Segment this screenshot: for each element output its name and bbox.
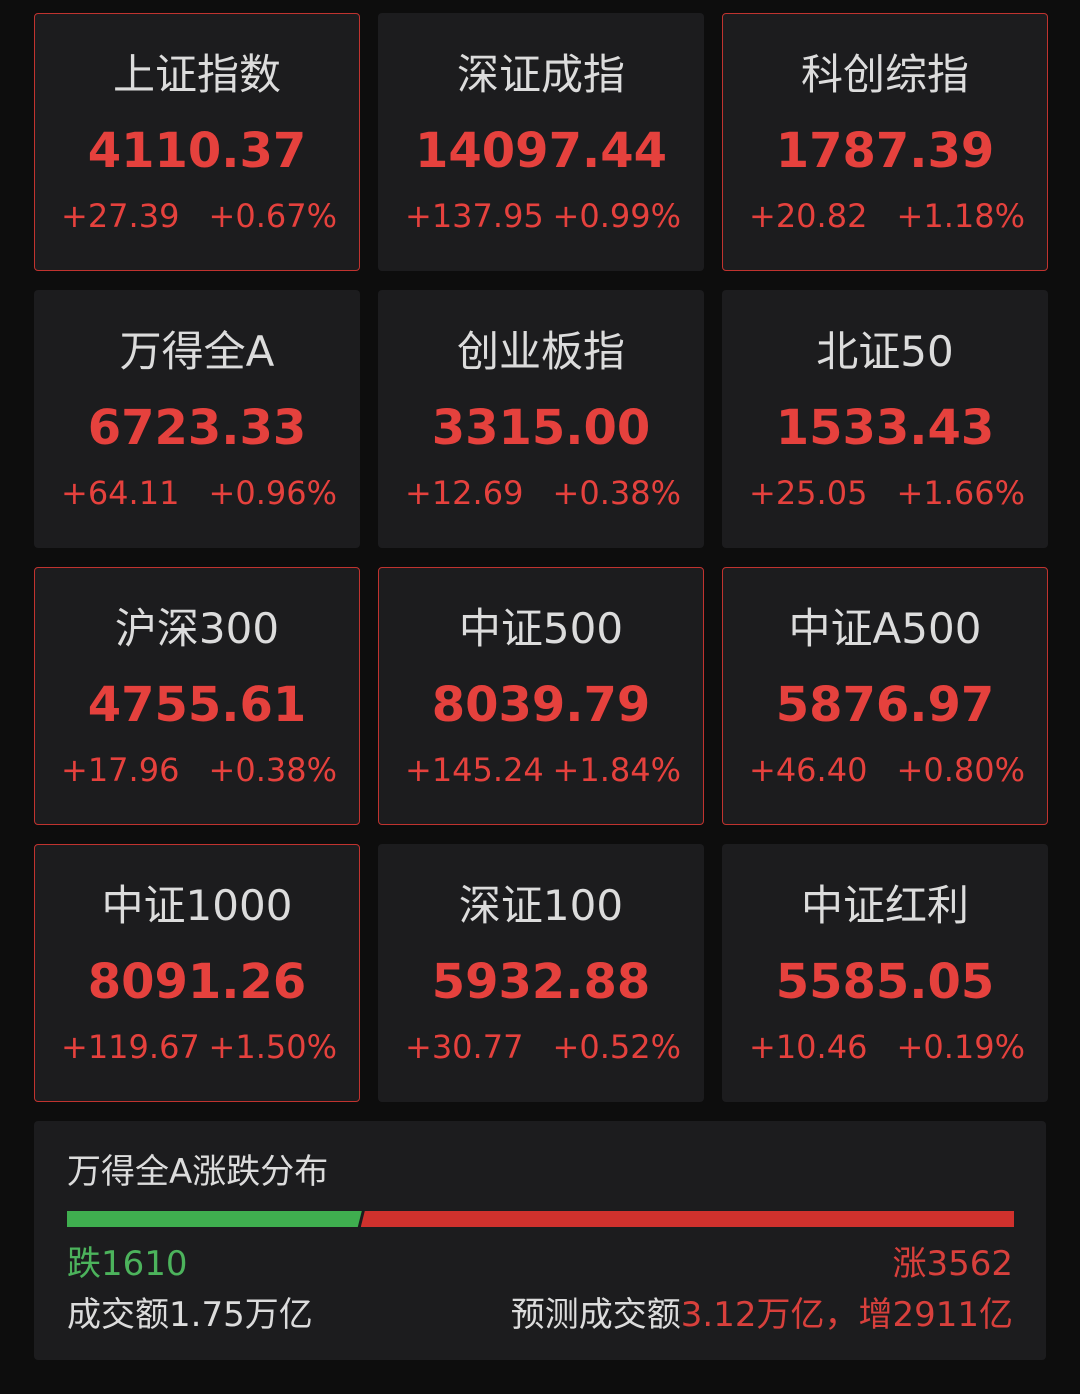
down-count: 跌1610 bbox=[67, 1244, 188, 1284]
index-change: +64.11 bbox=[61, 474, 180, 512]
index-price: 5876.97 bbox=[775, 677, 995, 733]
index-card[interactable]: 深证成指 14097.44 +137.95 +0.99% bbox=[378, 13, 704, 271]
index-price: 1533.43 bbox=[775, 400, 995, 456]
index-name: 北证50 bbox=[816, 327, 954, 376]
breadth-title: 万得全A涨跌分布 bbox=[67, 1152, 329, 1192]
index-card[interactable]: 中证1000 8091.26 +119.67 +1.50% bbox=[34, 844, 360, 1102]
index-name: 万得全A bbox=[119, 327, 275, 376]
index-change: +30.77 bbox=[405, 1028, 524, 1066]
index-card[interactable]: 中证500 8039.79 +145.24 +1.84% bbox=[378, 567, 704, 825]
index-change: +20.82 bbox=[749, 197, 868, 235]
index-change: +12.69 bbox=[405, 474, 524, 512]
index-price: 1787.39 bbox=[775, 123, 995, 179]
index-name: 中证A500 bbox=[788, 604, 982, 653]
breadth-bar bbox=[67, 1211, 1014, 1227]
index-card[interactable]: 创业板指 3315.00 +12.69 +0.38% bbox=[378, 290, 704, 548]
forecast-label: 预测成交额 bbox=[510, 1295, 681, 1335]
up-bar bbox=[360, 1211, 1014, 1227]
index-percent: +1.18% bbox=[896, 197, 1025, 235]
index-price: 6723.33 bbox=[87, 400, 307, 456]
index-price: 5585.05 bbox=[775, 954, 995, 1010]
index-change: +25.05 bbox=[749, 474, 868, 512]
index-card[interactable]: 上证指数 4110.37 +27.39 +0.67% bbox=[34, 13, 360, 271]
index-price: 4110.37 bbox=[87, 123, 307, 179]
index-change: +17.96 bbox=[61, 751, 180, 789]
index-percent: +0.38% bbox=[208, 751, 337, 789]
forecast-turnover: 预测成交额3.12万亿，增2911亿 bbox=[511, 1298, 1013, 1332]
index-card[interactable]: 北证50 1533.43 +25.05 +1.66% bbox=[722, 290, 1048, 548]
index-percent: +0.80% bbox=[896, 751, 1025, 789]
index-grid: 上证指数 4110.37 +27.39 +0.67% 深证成指 14097.44 +… bbox=[34, 13, 1048, 1102]
index-name: 中证500 bbox=[458, 604, 624, 653]
down-bar bbox=[67, 1211, 362, 1227]
index-name: 科创综指 bbox=[800, 50, 969, 99]
index-name: 中证1000 bbox=[101, 881, 293, 930]
index-percent: +0.99% bbox=[552, 197, 681, 235]
breadth-panel: 万得全A涨跌分布 跌1610 涨3562 成交额1.75万亿 预测成交额3.12… bbox=[34, 1121, 1046, 1360]
index-percent: +0.67% bbox=[208, 197, 337, 235]
index-percent: +1.50% bbox=[208, 1028, 337, 1066]
index-percent: +0.96% bbox=[208, 474, 337, 512]
index-change: +145.24 bbox=[405, 751, 544, 789]
index-change: +119.67 bbox=[61, 1028, 200, 1066]
index-percent: +0.19% bbox=[896, 1028, 1025, 1066]
index-name: 深证成指 bbox=[456, 50, 625, 99]
turnover: 成交额1.75万亿 bbox=[67, 1295, 313, 1335]
index-price: 3315.00 bbox=[431, 400, 651, 456]
index-price: 14097.44 bbox=[414, 123, 668, 179]
index-price: 5932.88 bbox=[431, 954, 651, 1010]
index-percent: +0.52% bbox=[552, 1028, 681, 1066]
index-name: 上证指数 bbox=[112, 50, 281, 99]
index-change: +46.40 bbox=[749, 751, 868, 789]
index-percent: +1.84% bbox=[552, 751, 681, 789]
index-card[interactable]: 万得全A 6723.33 +64.11 +0.96% bbox=[34, 290, 360, 548]
index-name: 创业板指 bbox=[456, 327, 625, 376]
index-card[interactable]: 中证红利 5585.05 +10.46 +0.19% bbox=[722, 844, 1048, 1102]
index-percent: +1.66% bbox=[896, 474, 1025, 512]
index-card[interactable]: 科创综指 1787.39 +20.82 +1.18% bbox=[722, 13, 1048, 271]
index-percent: +0.38% bbox=[552, 474, 681, 512]
index-card[interactable]: 沪深300 4755.61 +17.96 +0.38% bbox=[34, 567, 360, 825]
index-card[interactable]: 深证100 5932.88 +30.77 +0.52% bbox=[378, 844, 704, 1102]
index-change: +137.95 bbox=[405, 197, 544, 235]
index-change: +10.46 bbox=[749, 1028, 868, 1066]
index-price: 4755.61 bbox=[87, 677, 307, 733]
index-change: +27.39 bbox=[61, 197, 180, 235]
index-card[interactable]: 中证A500 5876.97 +46.40 +0.80% bbox=[722, 567, 1048, 825]
forecast-value: 3.12万亿，增2911亿 bbox=[680, 1295, 1013, 1335]
up-count: 涨3562 bbox=[892, 1244, 1013, 1284]
index-name: 中证红利 bbox=[800, 881, 969, 930]
index-name: 深证100 bbox=[458, 881, 624, 930]
index-price: 8091.26 bbox=[87, 954, 307, 1010]
index-price: 8039.79 bbox=[431, 677, 651, 733]
index-name: 沪深300 bbox=[114, 604, 280, 653]
